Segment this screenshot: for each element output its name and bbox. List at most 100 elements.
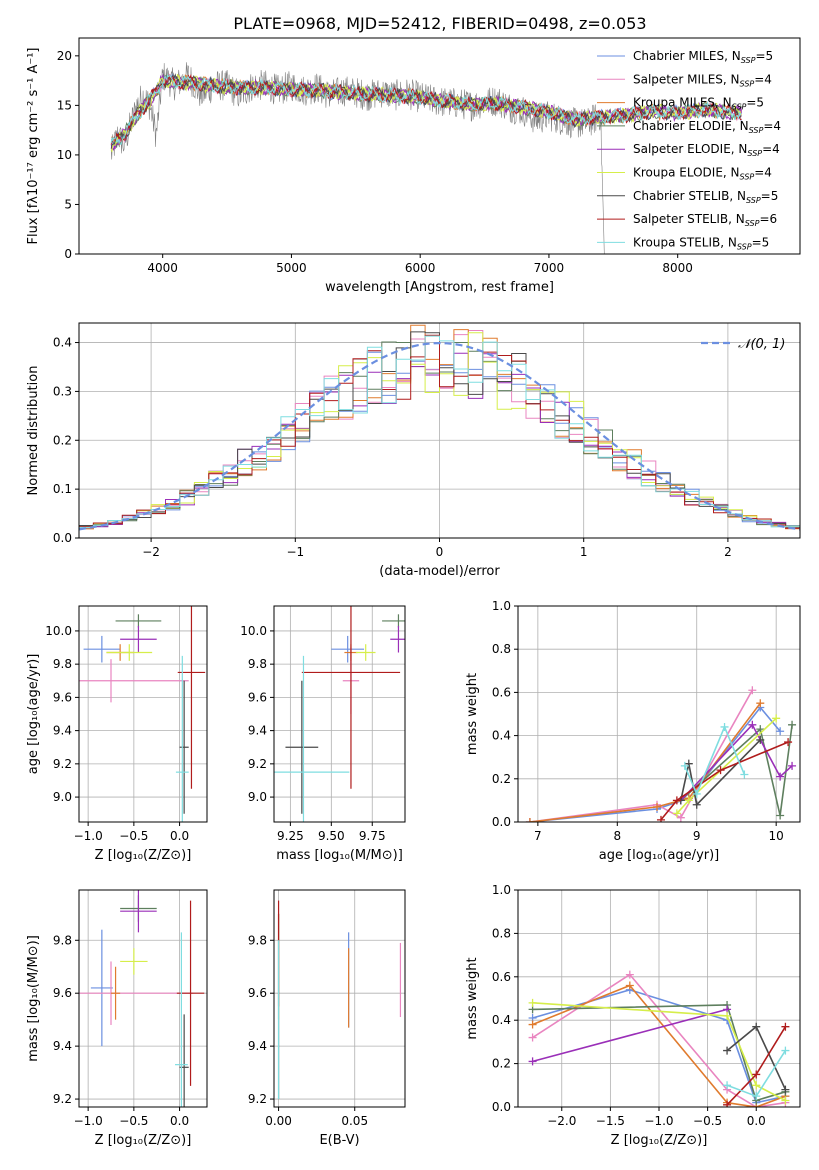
weight-marker [752, 1070, 761, 1079]
spectrum-legend: Chabrier MILES, NSSP=5 Salpeter MILES, NS… [597, 49, 781, 251]
weight-marker [528, 998, 537, 1007]
normal-reference-curve [79, 341, 800, 531]
x-tick-label: −2.0 [547, 1114, 576, 1128]
y-tick-label: 9.2 [53, 1092, 72, 1106]
x-tick-label: 7000 [534, 261, 565, 275]
weight-series-line [529, 702, 761, 822]
legend-value: =5 [761, 189, 779, 203]
weight-marker [676, 813, 685, 822]
errorbar-point [79, 659, 189, 703]
weight-marker [752, 1092, 761, 1101]
x-tick-label: 0.0 [170, 1114, 189, 1128]
weight-marker [672, 809, 681, 818]
y-axis-label: mass weight [465, 673, 480, 755]
x-tick-label: −0.5 [693, 1114, 722, 1128]
weight-marker [772, 714, 781, 723]
legend-label: Kroupa STELIB, NSSP=5 [633, 235, 769, 251]
y-tick-label: 9.8 [53, 657, 72, 671]
axes-frame [273, 605, 406, 823]
plot-area-spectrum [110, 62, 742, 254]
x-tick-label: −1.0 [74, 1114, 103, 1128]
errorbar-point [106, 644, 153, 661]
x-tick-label: 0 [436, 545, 444, 559]
legend-sub: SSP [746, 196, 761, 205]
y-tick-label: 9.0 [248, 790, 267, 804]
axis-frame-spectrum: 4000 5000 6000 7000 8000 0 5 10 15 20 wavelength [… [26, 37, 801, 295]
y-tick-label: 10.0 [240, 624, 267, 638]
weight-marker [656, 815, 665, 822]
weight-marker [776, 772, 785, 781]
y-tick-label: 5 [64, 197, 72, 211]
errorbar-point [179, 680, 189, 814]
axes-spectrum: 4000 5000 6000 7000 8000 0 5 10 15 20 wavelength [… [26, 37, 801, 295]
legend-label: Salpeter ELODIE, NSSP=4 [633, 142, 780, 158]
y-tick-label: 0.0 [492, 1100, 511, 1114]
y-tick-label: 0.8 [492, 926, 511, 940]
y-axis-label: age [log₁₀(age/yr)] [26, 654, 41, 775]
model-spectrum [110, 73, 742, 145]
x-tick-label: −1.0 [644, 1114, 673, 1128]
legend-label: Chabrier STELIB, NSSP=5 [633, 189, 778, 205]
axes-age-vs-Z: −1.0 −0.5 0.0 9.0 9.2 9.4 9.6 9.8 10.0 Z [log₁₀(Z… [26, 605, 208, 863]
weight-marker [720, 722, 729, 731]
y-tick-label: 9.8 [248, 933, 267, 947]
legend-value: =6 [759, 212, 777, 226]
x-tick-label: 8 [613, 829, 621, 843]
axes-frame [78, 605, 208, 823]
y-tick-label: 9.6 [53, 986, 72, 1000]
weight-marker [653, 802, 662, 811]
y-tick-label: 9.6 [248, 986, 267, 1000]
weight-series-line [660, 741, 789, 821]
weight-marker [752, 1022, 761, 1031]
errorbar-point [382, 614, 405, 628]
axes-weight-vs-Z: −2.0 −1.5 −1.0 −0.5 0.0 0.0 0.2 0.4 0.6 0.8 1.0 Z [… [465, 883, 801, 1148]
weight-marker [788, 761, 797, 770]
weight-marker [716, 766, 725, 775]
y-tick-label: 9.2 [53, 757, 72, 771]
y-axis-label: mass [log₁₀(M/M⊙)] [26, 935, 41, 1062]
legend-sub: SSP [740, 79, 755, 88]
weight-marker [528, 1033, 537, 1042]
weight-marker [625, 981, 634, 990]
y-tick-label: 1.0 [492, 883, 511, 897]
legend-sub: SSP [745, 219, 760, 228]
y-tick-label: 9.2 [248, 1092, 267, 1106]
axes-frame [78, 889, 208, 1108]
weight-series-line [684, 724, 746, 796]
y-tick-label: 9.8 [53, 933, 72, 947]
x-tick-label: 5000 [276, 261, 307, 275]
x-axis-label: age [log₁₀(age/yr)] [599, 848, 720, 863]
plot-area-mass-vs-Z [79, 890, 205, 1107]
legend-sub: SSP [747, 149, 762, 158]
weight-series-line [529, 689, 753, 822]
weight-series-line [532, 1008, 728, 1063]
y-tick-label: 0.8 [492, 642, 511, 656]
errorbar-point [120, 948, 148, 975]
legend-value: =4 [754, 166, 772, 180]
weight-series-line [532, 1002, 786, 1102]
y-tick-label: 9.8 [248, 657, 267, 671]
x-tick-label: 9.50 [318, 829, 345, 843]
x-tick-label: 2 [724, 545, 732, 559]
x-tick-label: 0.00 [265, 1114, 292, 1128]
model-spectrum [110, 73, 742, 145]
errorbar-point [120, 890, 157, 933]
legend-sub: SSP [740, 173, 755, 182]
weight-marker [684, 796, 693, 805]
weight-marker [680, 761, 689, 770]
legend-value: =4 [762, 142, 780, 156]
y-tick-label: 0.0 [492, 815, 511, 829]
legend-label: Kroupa MILES, NSSP=5 [633, 96, 764, 112]
axes-mass-vs-Z: −1.0 −0.5 0.0 9.2 9.4 9.6 9.8 Z [log₁₀(Z/Z⊙)] ma… [26, 889, 208, 1148]
y-axis-label: Flux [fλ10⁻¹⁷ erg cm⁻² s⁻¹ A⁻¹] [26, 48, 41, 245]
y-tick-label: 0.4 [53, 336, 72, 350]
weight-marker [692, 789, 701, 798]
y-tick-label: 9.0 [53, 790, 72, 804]
errorbar-point [331, 635, 365, 663]
errorbar-point [355, 644, 376, 661]
y-tick-label: 9.6 [53, 690, 72, 704]
axes-residuals: −2 −1 0 1 2 0.0 0.1 0.2 0.3 0.4 (data-model)/error… [26, 322, 801, 579]
weight-marker [740, 770, 749, 779]
x-axis-label: wavelength [Angstrom, rest frame] [325, 280, 554, 295]
